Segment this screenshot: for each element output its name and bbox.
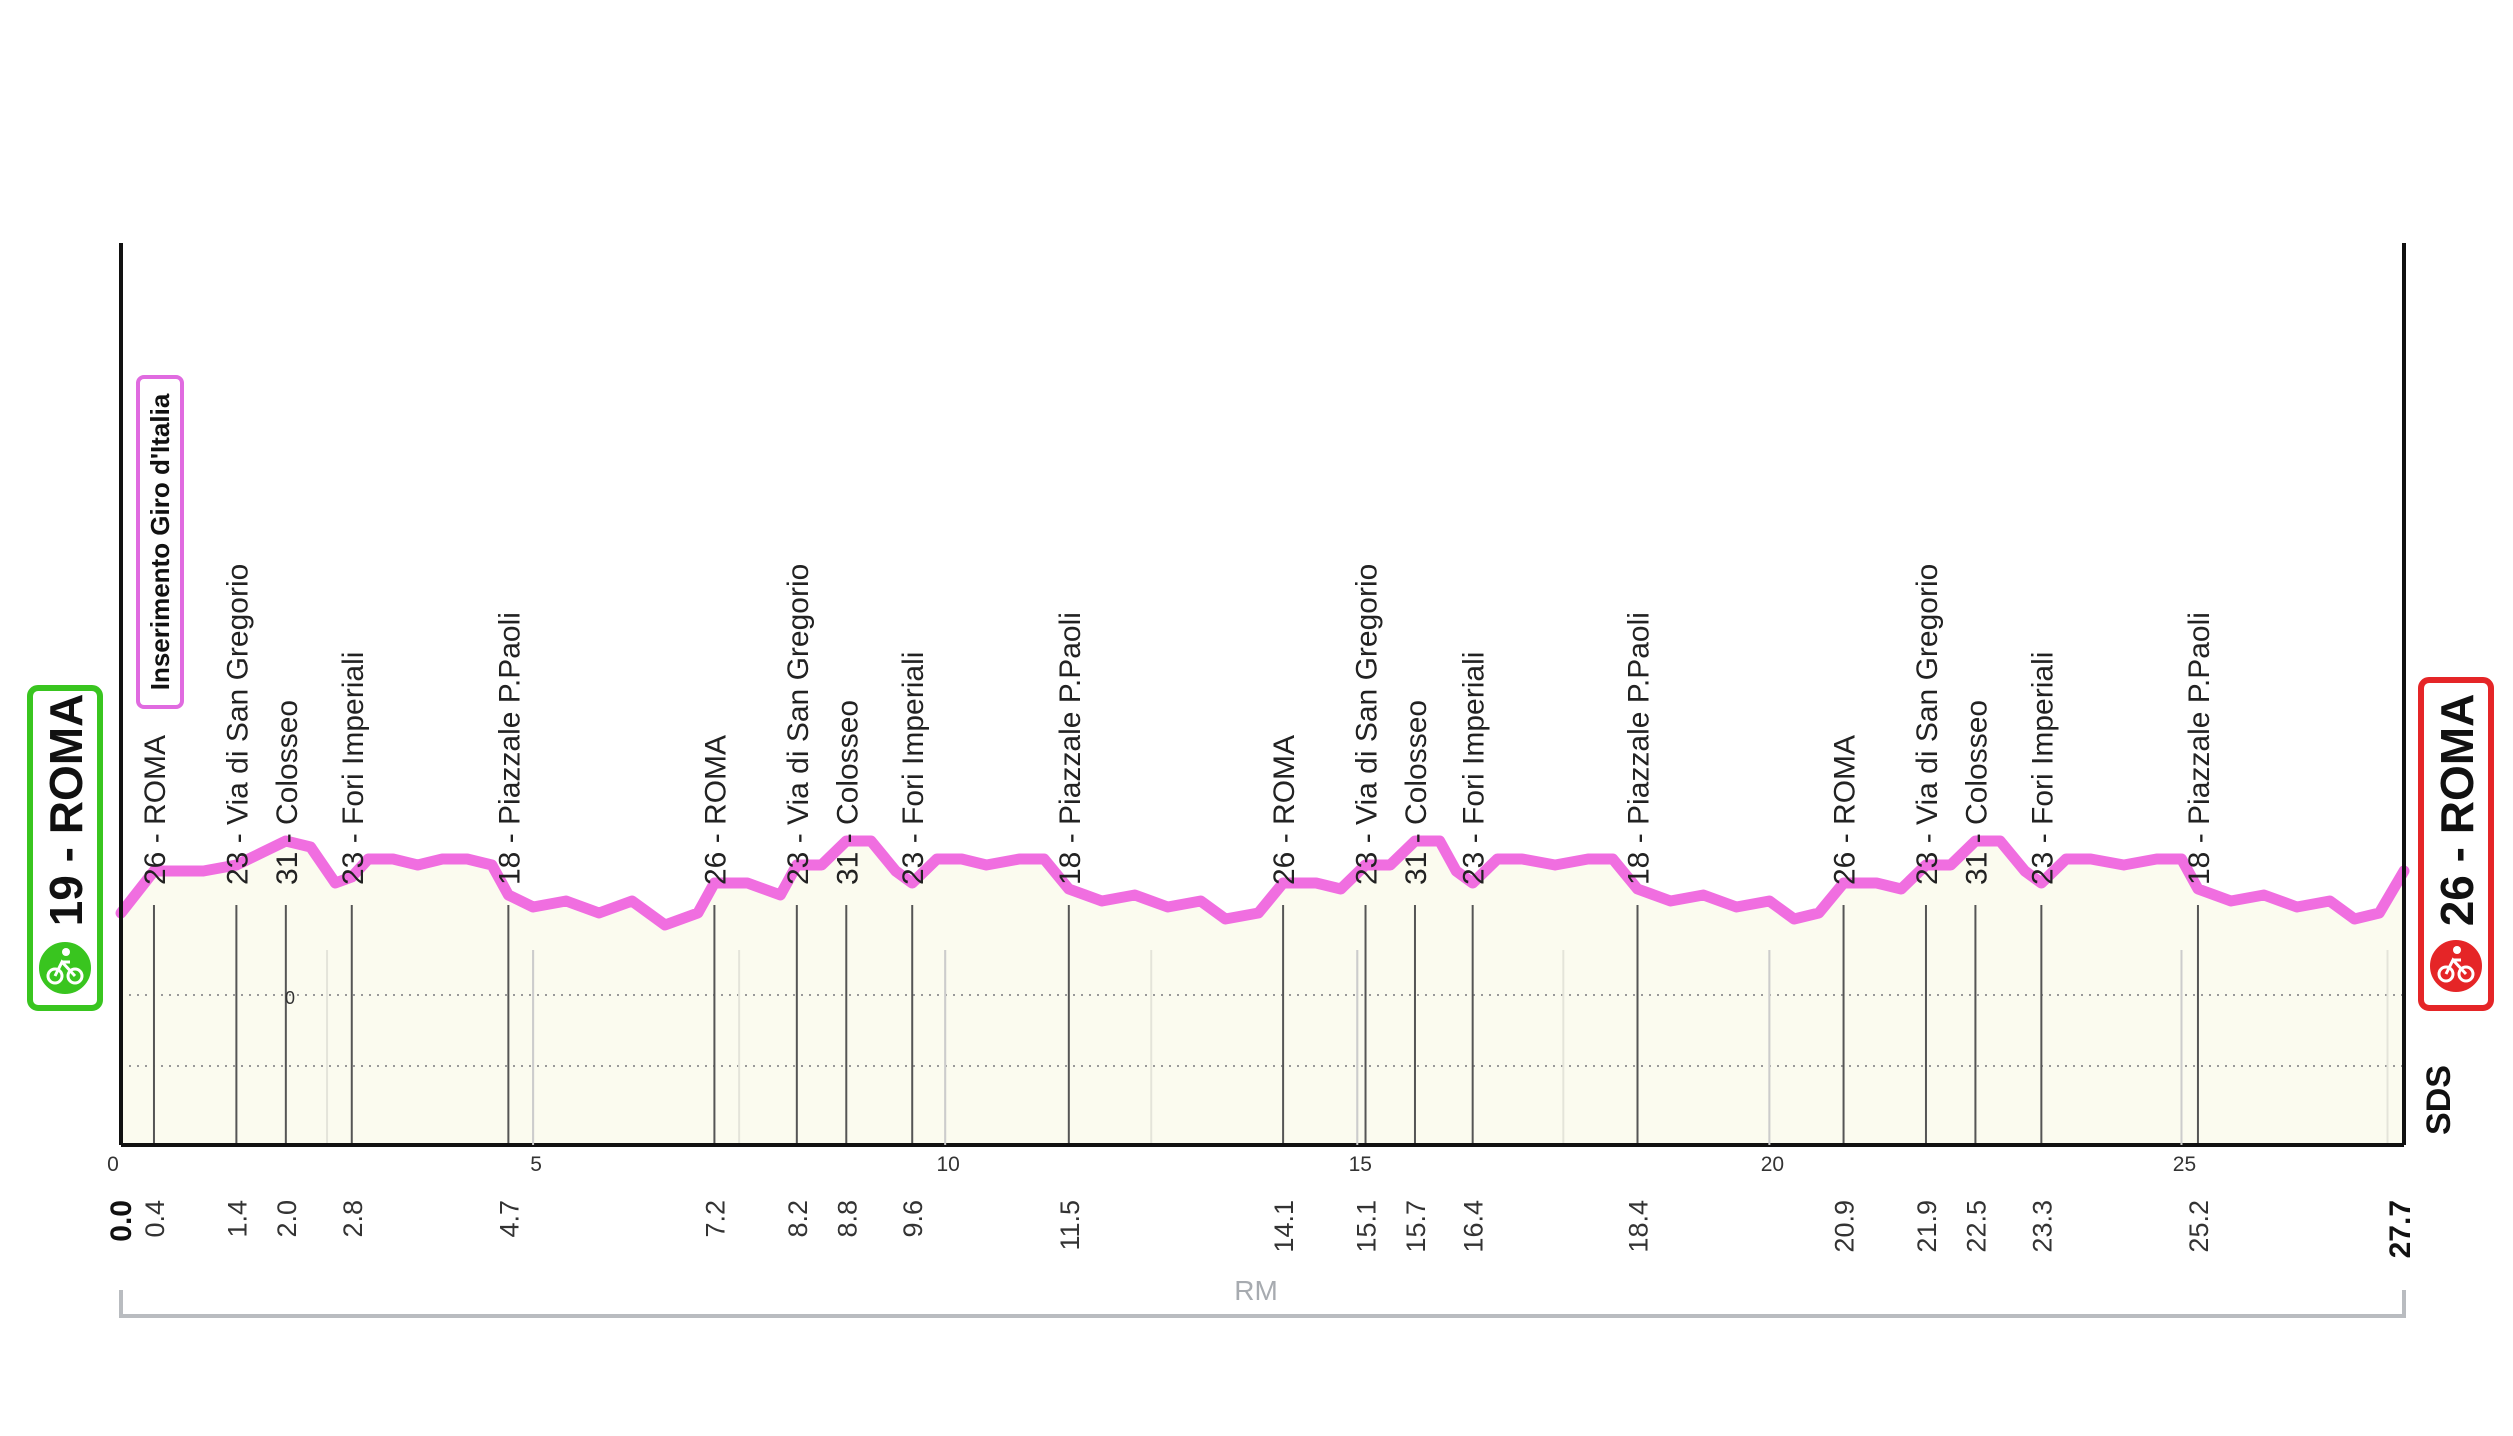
waypoint-label: 31 - Colosseo — [1960, 700, 1993, 885]
waypoint-label: 23 - Via di San Gregorio — [782, 564, 815, 885]
waypoint-label: 31 - Colosseo — [831, 700, 864, 885]
waypoint-km-label: 9.6 — [898, 1200, 928, 1238]
profile-line — [115, 835, 2410, 931]
finish-label: 26 - ROMA — [2431, 694, 2483, 927]
province-bracket: RM — [119, 1275, 2406, 1318]
waypoint-markers: 26 - ROMA 0.4 23 - Via di San Gregorio 1.4 3… — [139, 564, 2216, 1253]
finish-km-label: 27.7 — [2384, 1200, 2417, 1258]
watermark: SDS — [2420, 1065, 2458, 1135]
province-label: RM — [1234, 1275, 1278, 1306]
waypoint-km-label: 25.2 — [2184, 1200, 2214, 1253]
waypoint-km-label: 4.7 — [494, 1200, 524, 1238]
x-tick-label: 10 — [937, 1153, 960, 1176]
x-tick-label: 20 — [1761, 1153, 1784, 1176]
waypoint-km-label: 15.1 — [1352, 1200, 1382, 1253]
waypoint-km-label: 23.3 — [2027, 1200, 2057, 1253]
y-tick-label: 0 — [285, 988, 295, 1008]
waypoint-label: 18 - Piazzale P.Paoli — [493, 612, 526, 885]
waypoint-km-label: 2.8 — [338, 1200, 368, 1238]
waypoint-km-label: 8.8 — [832, 1200, 862, 1238]
waypoint-label: 18 - Piazzale P.Paoli — [2183, 612, 2216, 885]
waypoint-km-label: 1.4 — [222, 1200, 252, 1238]
elevation-profile — [115, 835, 2410, 931]
waypoint-label: 23 - Via di San Gregorio — [1911, 564, 1944, 885]
start-km-label: 0.0 — [105, 1200, 138, 1242]
finish-box: 26 - ROMA — [2418, 677, 2494, 1011]
waypoint-km-label: 2.0 — [272, 1200, 302, 1238]
waypoint-km-label: 14.1 — [1269, 1200, 1299, 1253]
x-tick-label: 5 — [530, 1153, 542, 1176]
waypoint-label: 18 - Piazzale P.Paoli — [1054, 612, 1087, 885]
waypoint-label: 23 - Via di San Gregorio — [1351, 564, 1384, 885]
waypoint-km-label: 11.5 — [1055, 1200, 1085, 1251]
x-tick-label: 15 — [1349, 1153, 1372, 1176]
profile-area — [121, 841, 2404, 1145]
waypoint-label: 23 - Via di San Gregorio — [221, 564, 254, 885]
waypoint-km-label: 18.4 — [1624, 1200, 1654, 1253]
waypoint-label: 31 - Colosseo — [271, 700, 304, 885]
waypoint-label: 26 - ROMA — [699, 735, 732, 885]
axes: 0 5 10 15 20 25 — [107, 243, 2406, 1176]
waypoint-km-label: 0.4 — [140, 1200, 170, 1238]
waypoint-label: 26 - ROMA — [1829, 735, 1862, 885]
annotation-text: Inserimento Giro d'Italia — [145, 393, 175, 690]
waypoint-km-label: 20.9 — [1830, 1200, 1860, 1253]
annotation-box: Inserimento Giro d'Italia — [136, 375, 184, 709]
waypoint-km-label: 8.2 — [783, 1200, 813, 1238]
chart-background — [121, 841, 2404, 1145]
waypoint-label: 31 - Colosseo — [1400, 700, 1433, 885]
x-tick-label: 25 — [2173, 1153, 2196, 1176]
waypoint-label: 26 - ROMA — [1268, 735, 1301, 885]
waypoint-label: 26 - ROMA — [139, 735, 172, 885]
waypoint-label: 23 - Fori Imperiali — [1458, 652, 1491, 885]
waypoint-label: 23 - Fori Imperiali — [897, 652, 930, 885]
waypoint-km-label: 21.9 — [1912, 1200, 1942, 1253]
waypoint-km-label: 7.2 — [700, 1200, 730, 1238]
start-box: 19 - ROMA — [27, 685, 103, 1011]
waypoint-km-label: 16.4 — [1459, 1200, 1489, 1253]
waypoint-label: 18 - Piazzale P.Paoli — [1623, 612, 1656, 885]
waypoint-label: 23 - Fori Imperiali — [337, 652, 370, 885]
waypoint-label: 23 - Fori Imperiali — [2026, 652, 2059, 885]
waypoint-km-label: 15.7 — [1401, 1200, 1431, 1253]
x-tick-label: 0 — [107, 1153, 119, 1176]
start-label: 19 - ROMA — [40, 694, 92, 927]
waypoint-km-label: 22.5 — [1961, 1200, 1991, 1253]
